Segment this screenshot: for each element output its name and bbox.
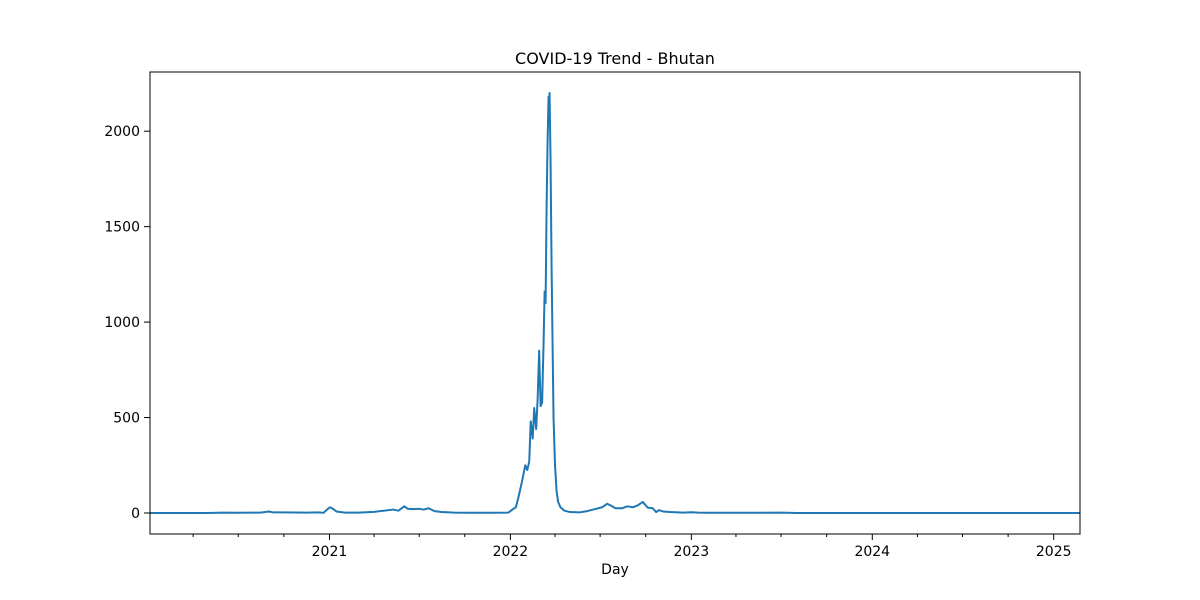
x-tick-label: 2021: [312, 544, 348, 560]
x-tick-label: 2024: [854, 544, 890, 560]
y-tick-label: 1500: [104, 220, 140, 236]
x-tick-label: 2022: [493, 544, 529, 560]
y-tick-label: 500: [113, 411, 140, 427]
x-axis-label: Day: [601, 562, 629, 578]
y-tick-label: 1000: [104, 315, 140, 331]
series-line: [150, 92, 1080, 514]
x-tick-label: 2023: [674, 544, 710, 560]
plot-frame: [149, 71, 1081, 535]
y-axis: 0 500 1000 1500 2000: [104, 124, 150, 522]
chart-title: COVID-19 Trend - Bhutan: [515, 49, 715, 68]
series-layer: [150, 92, 1080, 514]
y-tick-label: 2000: [104, 124, 140, 140]
plot-area: [150, 72, 1080, 534]
x-axis: 2021 2022 2023 2024 2025: [192, 534, 1072, 560]
x-tick-label: 2025: [1036, 544, 1072, 560]
y-tick-label: 0: [131, 506, 140, 522]
